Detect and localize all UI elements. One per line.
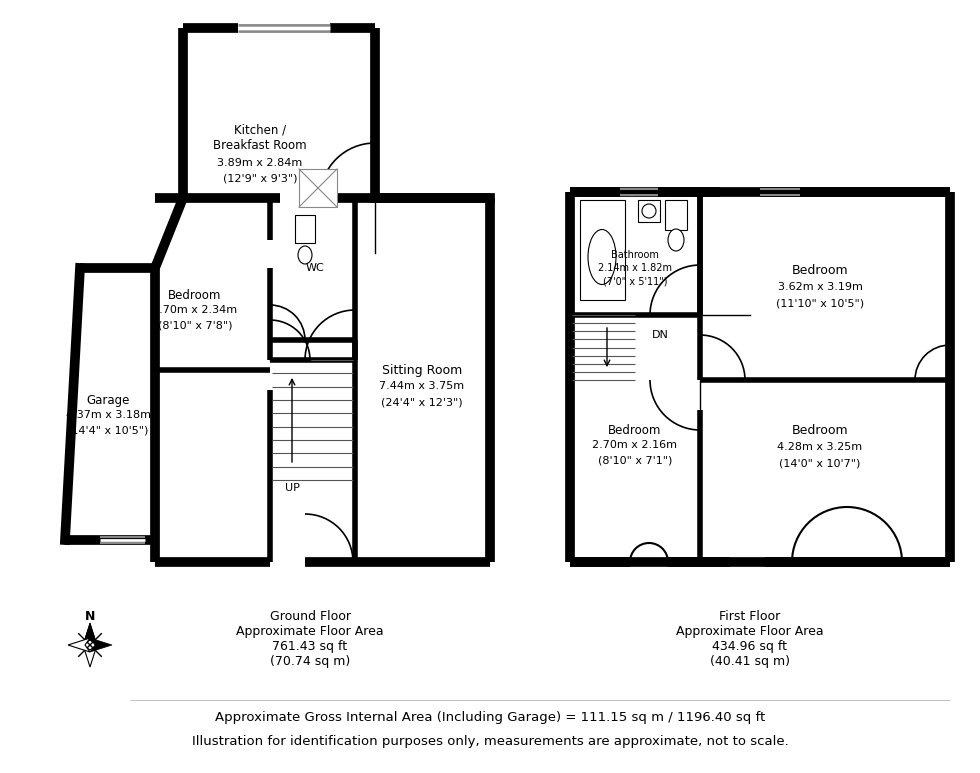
Ellipse shape [588, 230, 616, 284]
Text: 4.37m x 3.18m: 4.37m x 3.18m [66, 410, 151, 420]
Text: 7.44m x 3.75m: 7.44m x 3.75m [379, 381, 465, 391]
Polygon shape [83, 623, 97, 645]
Bar [665, 200, 687, 230]
Polygon shape [83, 645, 97, 667]
Text: Bedroom: Bedroom [792, 264, 849, 277]
Text: Bedroom: Bedroom [169, 288, 221, 301]
Text: 3.89m x 2.84m: 3.89m x 2.84m [218, 158, 303, 168]
Text: Bedroom: Bedroom [792, 424, 849, 437]
Text: N: N [85, 611, 95, 624]
Polygon shape [83, 623, 97, 645]
Text: DN: DN [652, 330, 668, 340]
Text: Sitting Room: Sitting Room [382, 363, 463, 376]
Text: Bathroom: Bathroom [612, 250, 659, 260]
Text: 4.28m x 3.25m: 4.28m x 3.25m [777, 442, 862, 452]
Text: (8'10" x 7'1"): (8'10" x 7'1") [598, 455, 672, 465]
Text: Approximate Gross Internal Area (Including Garage) = 111.15 sq m / 1196.40 sq ft: Approximate Gross Internal Area (Includi… [215, 711, 765, 724]
Text: Ground Floor
Approximate Floor Area
761.43 sq ft
(70.74 sq m): Ground Floor Approximate Floor Area 761.… [236, 610, 384, 668]
Ellipse shape [298, 246, 312, 264]
Bar [295, 215, 315, 243]
Text: Bedroom: Bedroom [609, 424, 662, 437]
Bar [638, 200, 660, 222]
Text: Kitchen /: Kitchen / [234, 124, 286, 137]
Text: 3.62m x 3.19m: 3.62m x 3.19m [777, 282, 862, 292]
Text: (7'0" x 5'11"): (7'0" x 5'11") [603, 276, 667, 286]
Text: (12'9" x 9'3"): (12'9" x 9'3") [222, 173, 297, 183]
Text: Breakfast Room: Breakfast Room [214, 138, 307, 152]
Bar [299, 169, 337, 207]
Text: 2.70m x 2.16m: 2.70m x 2.16m [593, 440, 677, 450]
Text: (11'10" x 10'5"): (11'10" x 10'5") [776, 298, 864, 308]
Text: (14'0" x 10'7"): (14'0" x 10'7") [779, 458, 860, 468]
Text: 2.70m x 2.34m: 2.70m x 2.34m [153, 305, 237, 315]
Text: 2.14m x 1.82m: 2.14m x 1.82m [598, 263, 672, 273]
Text: First Floor
Approximate Floor Area
434.96 sq ft
(40.41 sq m): First Floor Approximate Floor Area 434.9… [676, 610, 824, 668]
Circle shape [642, 204, 656, 218]
Text: Garage: Garage [86, 393, 129, 407]
Text: WC: WC [306, 263, 324, 273]
Text: (14'4" x 10'5"): (14'4" x 10'5") [68, 425, 149, 435]
Text: (24'4" x 12'3"): (24'4" x 12'3") [381, 397, 463, 407]
Polygon shape [68, 638, 90, 652]
Polygon shape [90, 638, 112, 652]
Text: (8'10" x 7'8"): (8'10" x 7'8") [158, 320, 232, 330]
Text: Illustration for identification purposes only, measurements are approximate, not: Illustration for identification purposes… [192, 735, 788, 748]
Ellipse shape [668, 229, 684, 251]
Bar [580, 200, 625, 300]
Text: UP: UP [284, 483, 300, 493]
